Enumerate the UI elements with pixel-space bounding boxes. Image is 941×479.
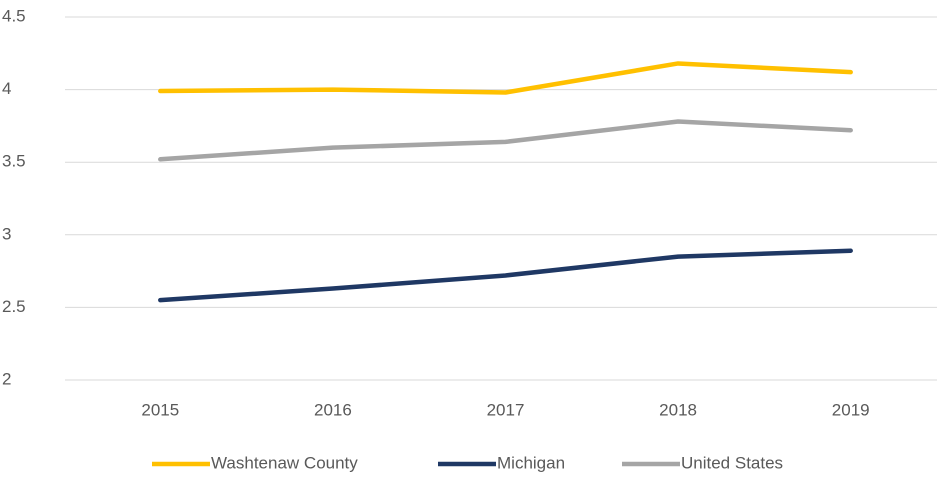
y-tick-label: 3.5 <box>2 152 26 171</box>
series-line <box>158 61 853 95</box>
y-tick-label: 3 <box>2 224 11 243</box>
x-tick-label: 2018 <box>659 400 697 419</box>
legend-label: United States <box>681 453 783 472</box>
y-tick-label: 2 <box>2 369 11 388</box>
x-tick-label: 2015 <box>141 400 179 419</box>
series-line <box>158 248 853 303</box>
x-tick-label: 2019 <box>832 400 870 419</box>
y-tick-label: 2.5 <box>2 297 26 316</box>
legend-label: Washtenaw County <box>211 453 358 472</box>
series-line <box>158 119 853 162</box>
x-tick-label: 2017 <box>487 400 525 419</box>
legend-label: Michigan <box>497 453 565 472</box>
y-tick-label: 4.5 <box>2 6 26 25</box>
y-tick-label: 4 <box>2 79 11 98</box>
x-tick-label: 2016 <box>314 400 352 419</box>
